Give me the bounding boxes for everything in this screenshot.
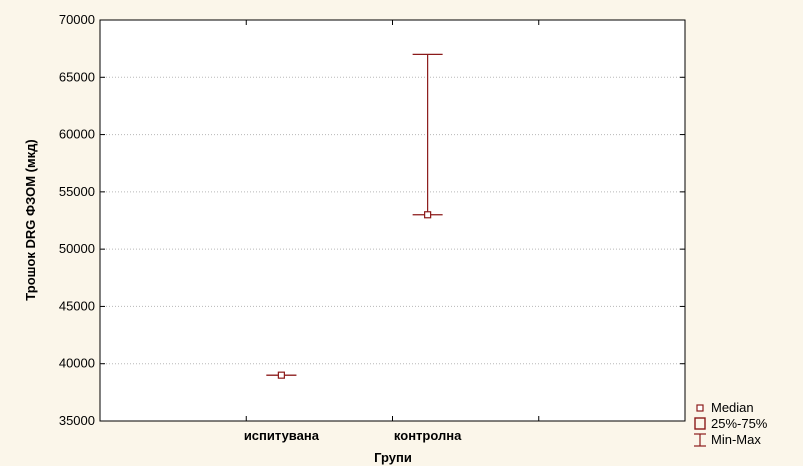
y-tick-label: 35000 [59, 413, 95, 428]
y-tick-label: 70000 [59, 12, 95, 27]
median-marker [277, 371, 285, 379]
y-tick-label: 55000 [59, 184, 95, 199]
legend-label: Median [711, 400, 754, 415]
legend-label: 25%-75% [711, 416, 768, 431]
legend-box-icon [694, 417, 706, 430]
legend-median-icon [696, 404, 704, 412]
box-series [266, 53, 443, 379]
plot-area [99, 19, 686, 422]
y-tick-label: 50000 [59, 241, 95, 256]
box-item [412, 53, 443, 219]
y-tick-label: 40000 [59, 356, 95, 371]
box-item [266, 371, 297, 379]
y-tick-label: 65000 [59, 69, 95, 84]
x-tick-label: контролна [394, 428, 462, 443]
x-axis-title: Групи [374, 450, 412, 465]
y-axis-title: Трошок DRG ФЗОМ (мкд) [23, 139, 38, 300]
y-axis: 35000 40000 45000 50000 55000 60000 65000 70000 [59, 12, 685, 428]
y-tick-label: 60000 [59, 127, 95, 142]
x-tick-label: испитувана [244, 428, 320, 443]
y-tick-label: 45000 [59, 298, 95, 313]
x-axis: испитувана контролна [244, 20, 540, 443]
median-marker [424, 211, 432, 219]
legend-label: Min-Max [711, 432, 761, 447]
